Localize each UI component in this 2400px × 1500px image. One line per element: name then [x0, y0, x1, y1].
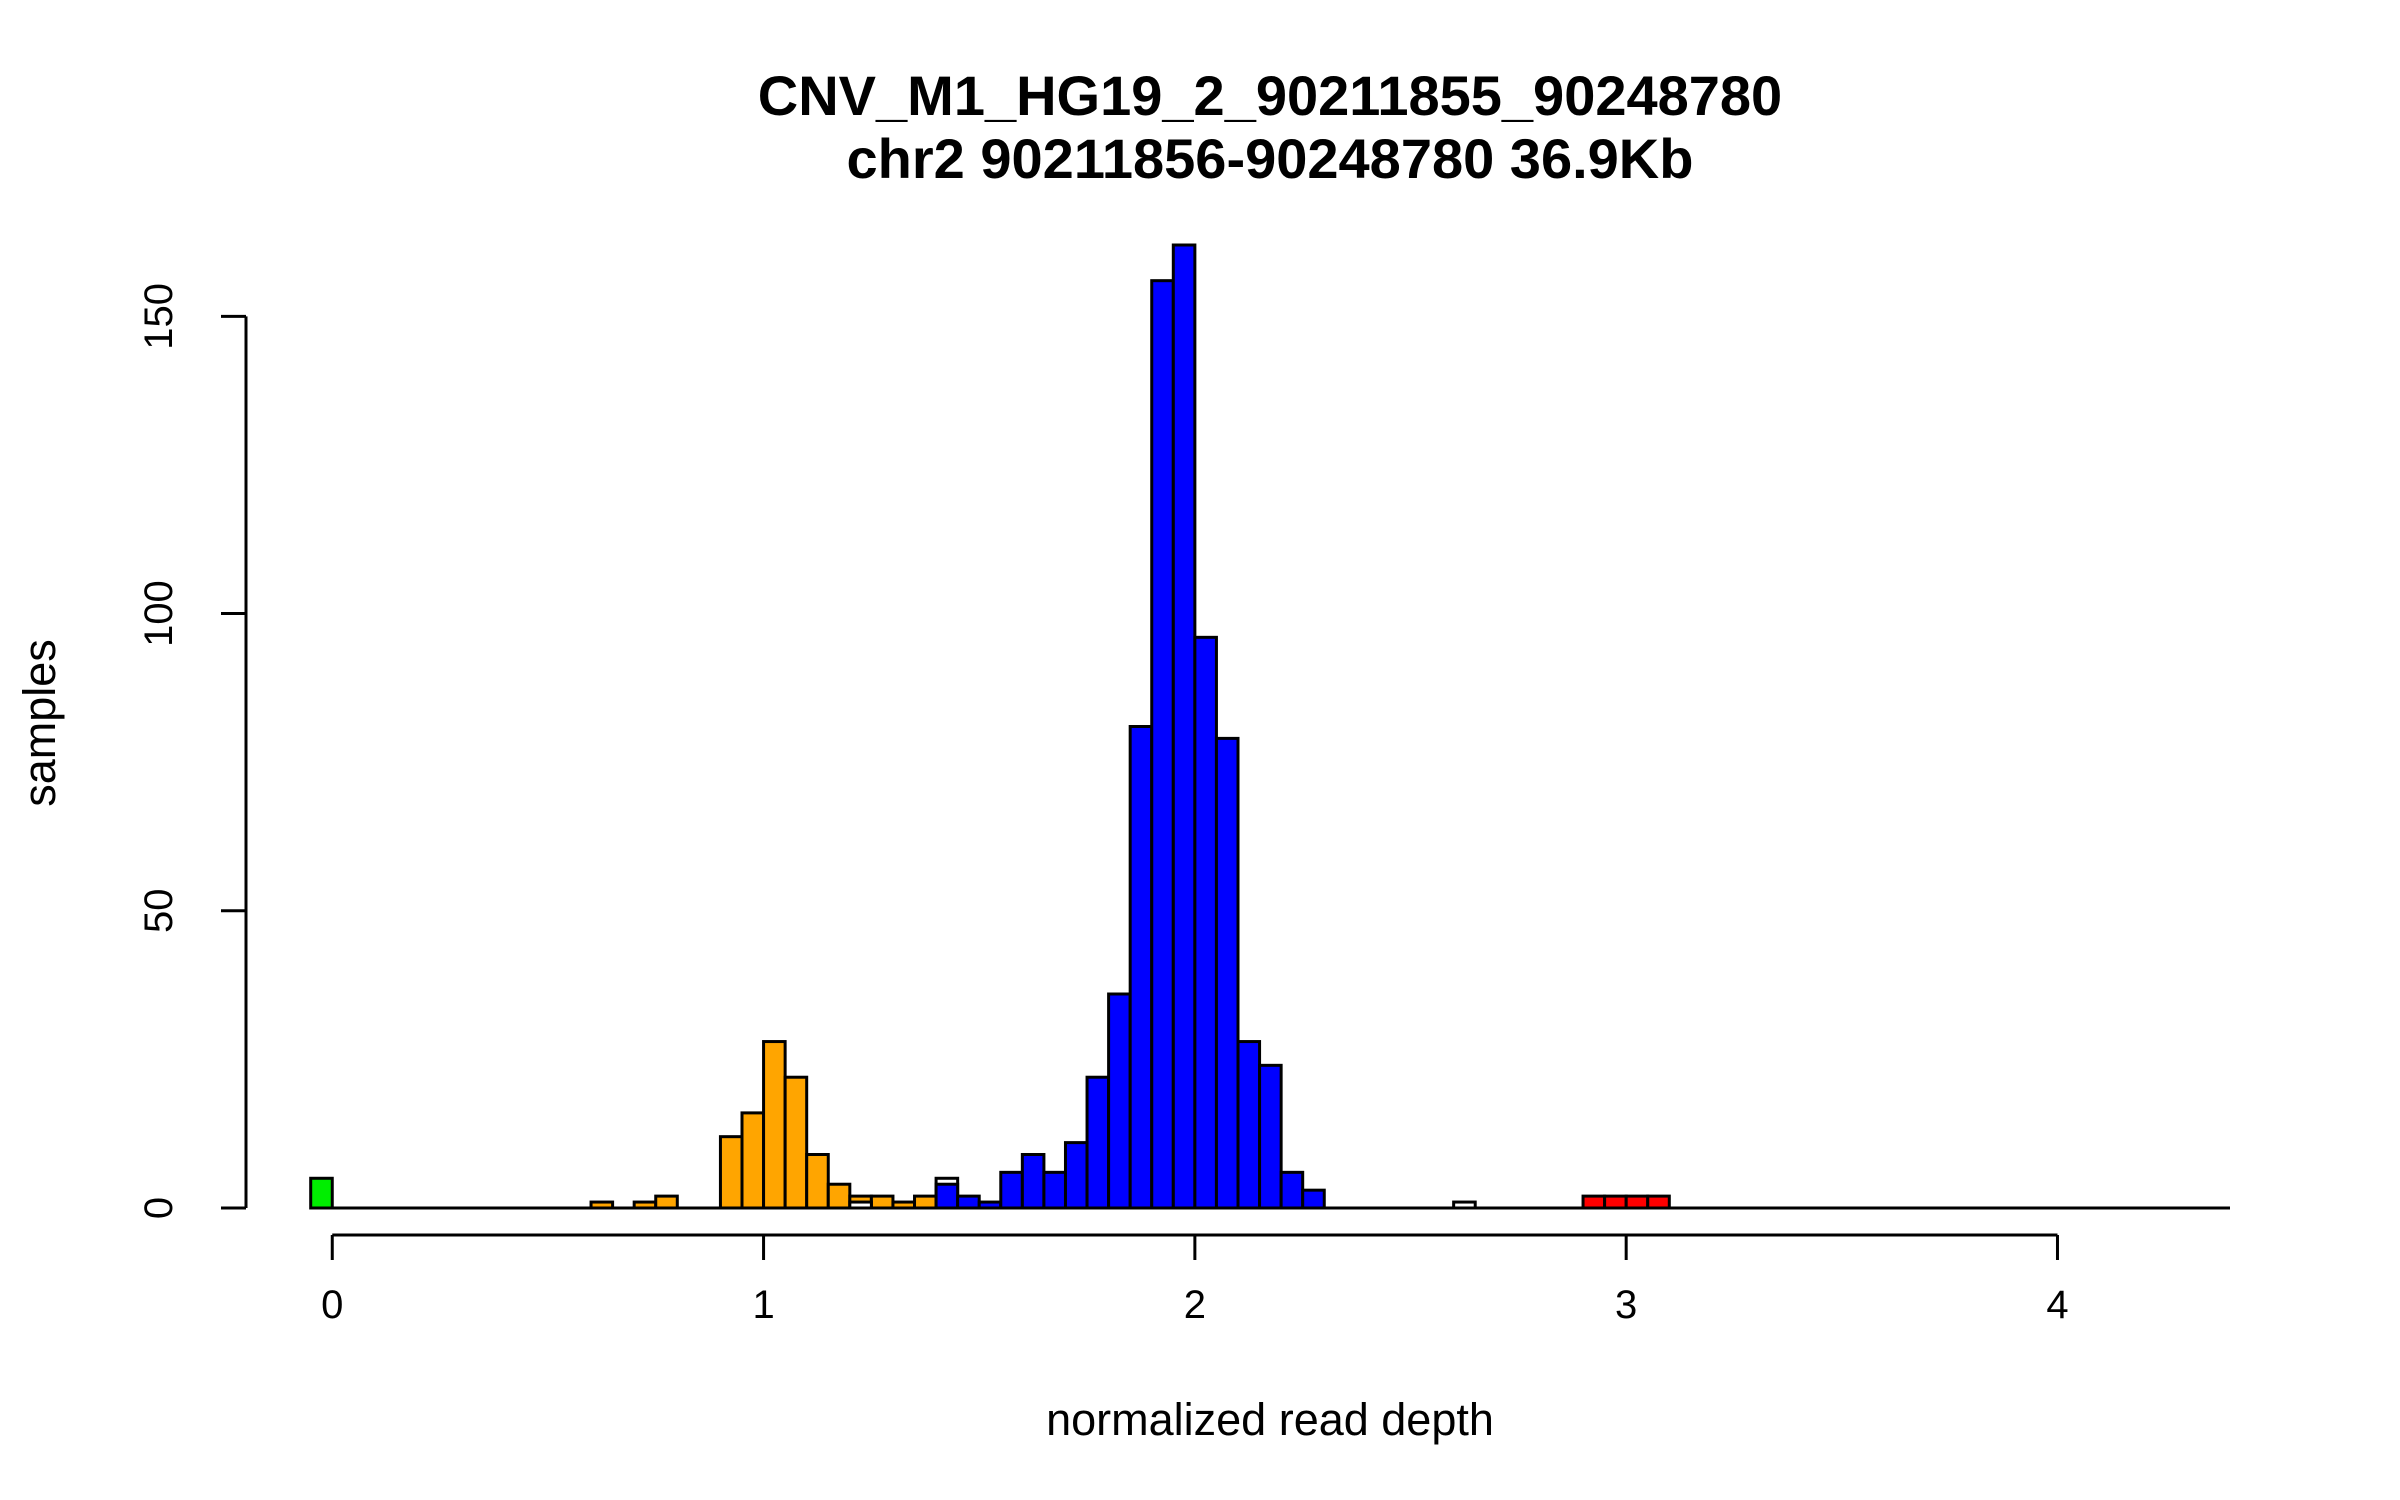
- histogram-bar: [1171, 243, 1197, 1210]
- y-tick-label: 0: [137, 1197, 181, 1219]
- histogram-bar: [762, 1040, 787, 1210]
- x-tick-label: 1: [752, 1283, 774, 1327]
- histogram-bar: [1624, 1194, 1650, 1210]
- histogram-bar: [1301, 1188, 1326, 1210]
- histogram-bar: [654, 1194, 679, 1210]
- histogram-bar: [1063, 1141, 1089, 1210]
- x-tick-label: 3: [1615, 1283, 1637, 1327]
- chart-title: CNV_M1_HG19_2_90211855_90248780: [758, 64, 1782, 127]
- x-tick-label: 2: [1184, 1283, 1206, 1327]
- x-tick-label: 4: [2046, 1283, 2068, 1327]
- chart-subtitle: chr2 90211856-90248780 36.9Kb: [847, 127, 1694, 190]
- y-tick-label: 50: [137, 889, 181, 934]
- histogram-bar: [1603, 1194, 1628, 1210]
- histogram-bar: [999, 1170, 1024, 1210]
- y-tick-label: 150: [137, 283, 181, 350]
- histogram-bar: [1020, 1153, 1046, 1210]
- histogram-bar: [718, 1135, 744, 1210]
- histogram-bar: [1258, 1063, 1283, 1210]
- histogram-bar: [956, 1194, 981, 1210]
- histogram-bar: [309, 1176, 334, 1210]
- histogram-bar: [826, 1182, 852, 1210]
- histogram-bar: [1107, 992, 1132, 1210]
- histogram-bar: [1042, 1170, 1067, 1210]
- y-axis: 0 50 100 150: [137, 283, 248, 1219]
- histogram-bar: [1452, 1200, 1477, 1210]
- histogram-bar: [1193, 635, 1218, 1210]
- histogram-bar: [1581, 1194, 1607, 1210]
- histogram-bar: [891, 1200, 917, 1210]
- histogram-bar: [740, 1111, 766, 1210]
- histogram-bar: [589, 1200, 615, 1210]
- y-tick-label: 100: [137, 580, 181, 647]
- bars-group: [309, 243, 2230, 1210]
- histogram-bar: [934, 1182, 960, 1210]
- histogram-bar: [1646, 1194, 1671, 1210]
- histogram-bar: [848, 1200, 873, 1210]
- histogram-bar: [869, 1194, 895, 1210]
- histogram-bar: [1150, 279, 1175, 1210]
- histogram-bar: [1279, 1170, 1305, 1210]
- histogram-bar: [1085, 1075, 1111, 1210]
- histogram-bar: [632, 1200, 658, 1210]
- histogram-bar: [805, 1153, 830, 1210]
- x-axis: 0 1 2 3 4: [321, 1233, 2069, 1327]
- histogram-bar: [977, 1200, 1003, 1210]
- histogram-bar: [1236, 1040, 1262, 1210]
- x-tick-label: 0: [321, 1283, 343, 1327]
- histogram-bar: [783, 1075, 809, 1210]
- x-axis-label: normalized read depth: [1046, 1394, 1494, 1445]
- histogram-bar: [1128, 725, 1154, 1210]
- y-axis-label: samples: [14, 639, 65, 807]
- histogram-bar: [1214, 736, 1240, 1210]
- histogram-bar: [913, 1194, 938, 1210]
